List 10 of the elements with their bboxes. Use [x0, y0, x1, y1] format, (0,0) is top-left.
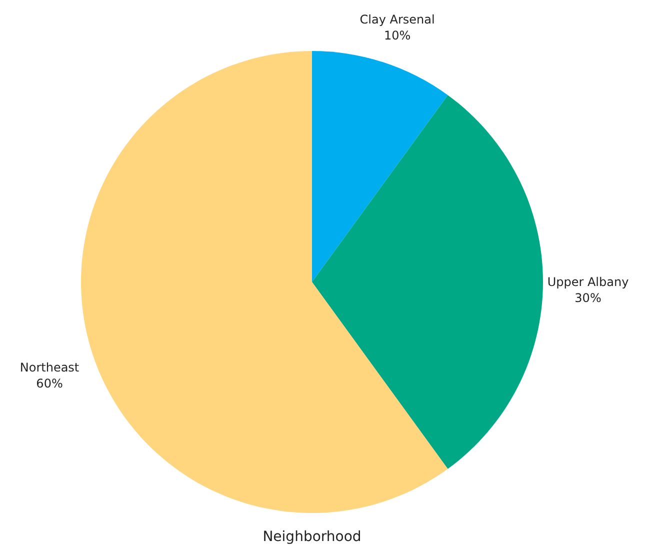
pie-slice [312, 95, 543, 469]
pie-slice [312, 51, 448, 282]
slice-label: Upper Albany [547, 275, 629, 289]
text: Neighborhood [262, 529, 362, 545]
data-label: 30% [574, 291, 602, 305]
data-label: 60% [36, 376, 63, 390]
data-label: 10% [384, 28, 411, 43]
slice-label: Northeast [20, 360, 80, 374]
slice-label: Clay Arsenal [360, 12, 435, 27]
pie-slice [81, 51, 448, 513]
